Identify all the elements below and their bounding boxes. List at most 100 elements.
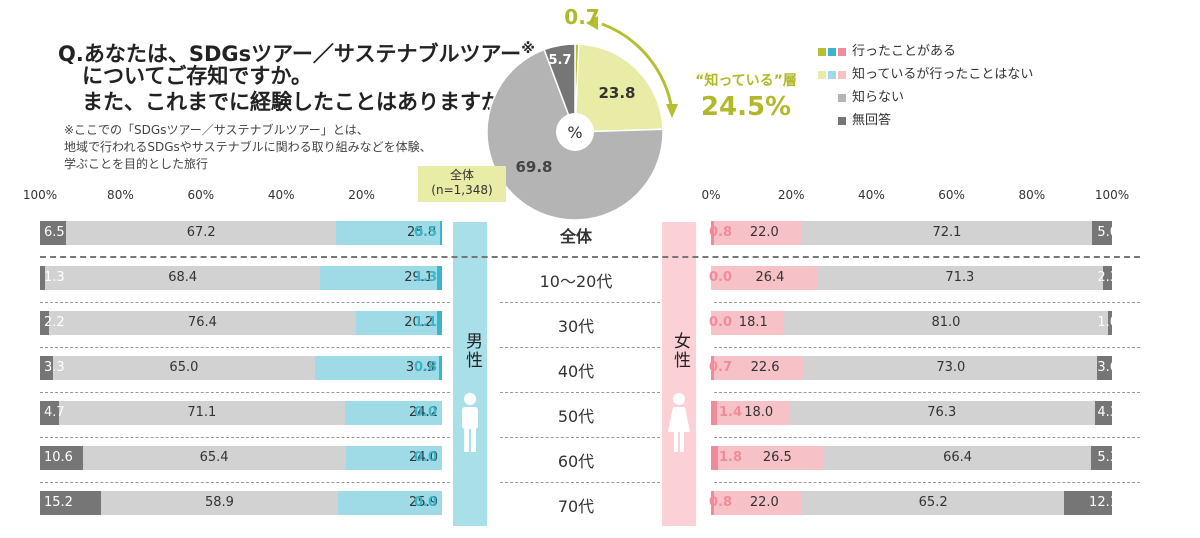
male-label-unknown: 65.0	[169, 360, 199, 375]
male-bar-no-answer	[40, 221, 67, 245]
female-person-icon	[668, 393, 690, 452]
female-label-no-answer: 4.3	[1097, 405, 1118, 420]
total-box-n: (n=1,348)	[431, 183, 493, 197]
row-separator	[714, 392, 1140, 393]
female-label-known: 22.0	[749, 225, 779, 240]
aware-arc	[601, 22, 674, 111]
legend-swatch	[828, 47, 836, 56]
question-line-2: についてご存知ですか。	[82, 64, 312, 88]
definition-note-1: ※ここでの「SDGsツアー／サステナブルツアー」とは、	[64, 123, 369, 137]
female-bar-visited	[711, 446, 719, 470]
female-bar-unknown	[802, 221, 1092, 245]
female-label-known: 22.6	[750, 360, 780, 375]
female-label-unknown: 72.1	[932, 225, 962, 240]
male-label-no-answer: 3.3	[44, 360, 65, 375]
female-label-unknown: 76.3	[927, 405, 957, 420]
male-axis-tick: 60%	[187, 188, 215, 202]
male-bar-no-answer	[40, 446, 83, 470]
male-label-unknown: 76.4	[187, 315, 217, 330]
question-note-mark: ※	[521, 41, 535, 57]
female-bar-known	[711, 266, 817, 290]
female-bar-no-answer	[1097, 356, 1112, 380]
male-label-no-answer: 1.3	[44, 270, 65, 285]
male-bar-no-answer	[40, 266, 46, 290]
male-label-known: 25.9	[409, 495, 438, 510]
female-label-visited: 1.4	[719, 405, 743, 420]
male-axis-tick: 100%	[22, 188, 58, 202]
legend-label: 無回答	[852, 113, 892, 128]
pie-slice-label: 0.7	[564, 5, 599, 29]
male-label-unknown: 68.4	[168, 270, 198, 285]
overall-pie-chart: % 0.7 23.8 69.8 5.7	[486, 5, 678, 221]
female-bar-known	[718, 446, 825, 470]
female-label-visited: 0.8	[709, 495, 733, 510]
row-separator	[40, 482, 450, 483]
male-label-visited: 1.3	[414, 270, 438, 285]
male-label-no-answer: 6.5	[44, 225, 65, 240]
definition-note-2: 地域で行われるSDGsやサステナブルに関わる取り組みなどを体験、	[64, 140, 432, 154]
female-label-no-answer: 1.0	[1097, 315, 1118, 330]
male-label-no-answer: 10.6	[44, 450, 73, 465]
male-axis-tick: 40%	[267, 188, 295, 202]
male-label-visited: 0.0	[414, 495, 438, 510]
male-bar-known	[314, 356, 439, 380]
female-bar-no-answer	[1094, 401, 1112, 425]
legend-item: 無回答	[838, 109, 891, 128]
male-bar-no-answer	[40, 491, 102, 515]
male-bar-no-answer	[40, 401, 59, 425]
row-separator	[500, 302, 660, 303]
definition-note-3: 学ぶことを目的とした旅行	[64, 157, 209, 171]
pie-slice	[543, 43, 576, 133]
total-sample-box: 全体 (n=1,348)	[418, 166, 506, 202]
female-bar-unknown	[802, 491, 1064, 515]
male-label-no-answer: 4.7	[44, 405, 65, 420]
female-bar-no-answer	[1102, 266, 1112, 290]
female-bar-unknown	[783, 311, 1109, 335]
female-bar-known	[714, 491, 803, 515]
legend-item: 行ったことがある	[818, 40, 956, 59]
female-label-known: 22.0	[749, 495, 779, 510]
female-bar-unknown	[816, 266, 1103, 290]
row-separator	[40, 347, 450, 348]
male-bar-visited	[439, 221, 442, 245]
aware-arc-arrowhead-top	[586, 16, 598, 30]
female-label-unknown: 81.0	[931, 315, 961, 330]
female-bar-visited	[711, 356, 714, 380]
pie-center-label: %	[567, 123, 582, 142]
question-title: Q.あなたは、SDGsツアー／サステナブルツアー※	[58, 38, 535, 65]
age-group-label: 70代	[557, 497, 595, 516]
male-column	[453, 222, 487, 526]
male-bar-known	[337, 491, 442, 515]
pie-center-hole	[556, 113, 594, 151]
row-separator	[500, 437, 660, 438]
female-label-known: 18.0	[744, 405, 774, 420]
aware-arc-arrowhead	[666, 104, 678, 118]
legend-label: 知っているが行ったことはない	[852, 67, 1034, 82]
male-bar-known	[344, 401, 442, 425]
legend-swatch	[838, 93, 846, 102]
male-label-visited: 0.5	[414, 225, 438, 240]
male-bar-unknown	[82, 446, 346, 470]
legend-item: 知らない	[838, 86, 904, 105]
female-label: 女性	[670, 332, 690, 370]
row-separator	[714, 302, 1140, 303]
age-group-label: 10～20代	[539, 272, 613, 291]
female-label-visited: 0.8	[709, 225, 733, 240]
male-bar-unknown	[58, 401, 345, 425]
male-label-visited: 0.0	[414, 405, 438, 420]
female-label-no-answer: 2.3	[1097, 270, 1118, 285]
female-axis-tick: 80%	[1018, 188, 1046, 202]
female-label-no-answer: 12.1	[1089, 495, 1118, 510]
age-group-label: 60代	[557, 452, 595, 471]
female-bar-known	[713, 356, 805, 380]
male-label-known: 25.8	[407, 225, 436, 240]
male-label-visited: 0.0	[414, 450, 438, 465]
question-line-1: Q.あなたは、SDGsツアー／サステナブルツアー	[58, 42, 522, 66]
female-axis-tick: 20%	[777, 188, 805, 202]
female-axis-tick: 0%	[701, 188, 721, 202]
legend-swatch	[818, 47, 826, 56]
female-axis-tick: 100%	[1094, 188, 1130, 202]
female-label-visited: 1.8	[719, 450, 743, 465]
legend-swatch	[838, 116, 846, 125]
pie-slice-label: 69.8	[515, 158, 552, 176]
